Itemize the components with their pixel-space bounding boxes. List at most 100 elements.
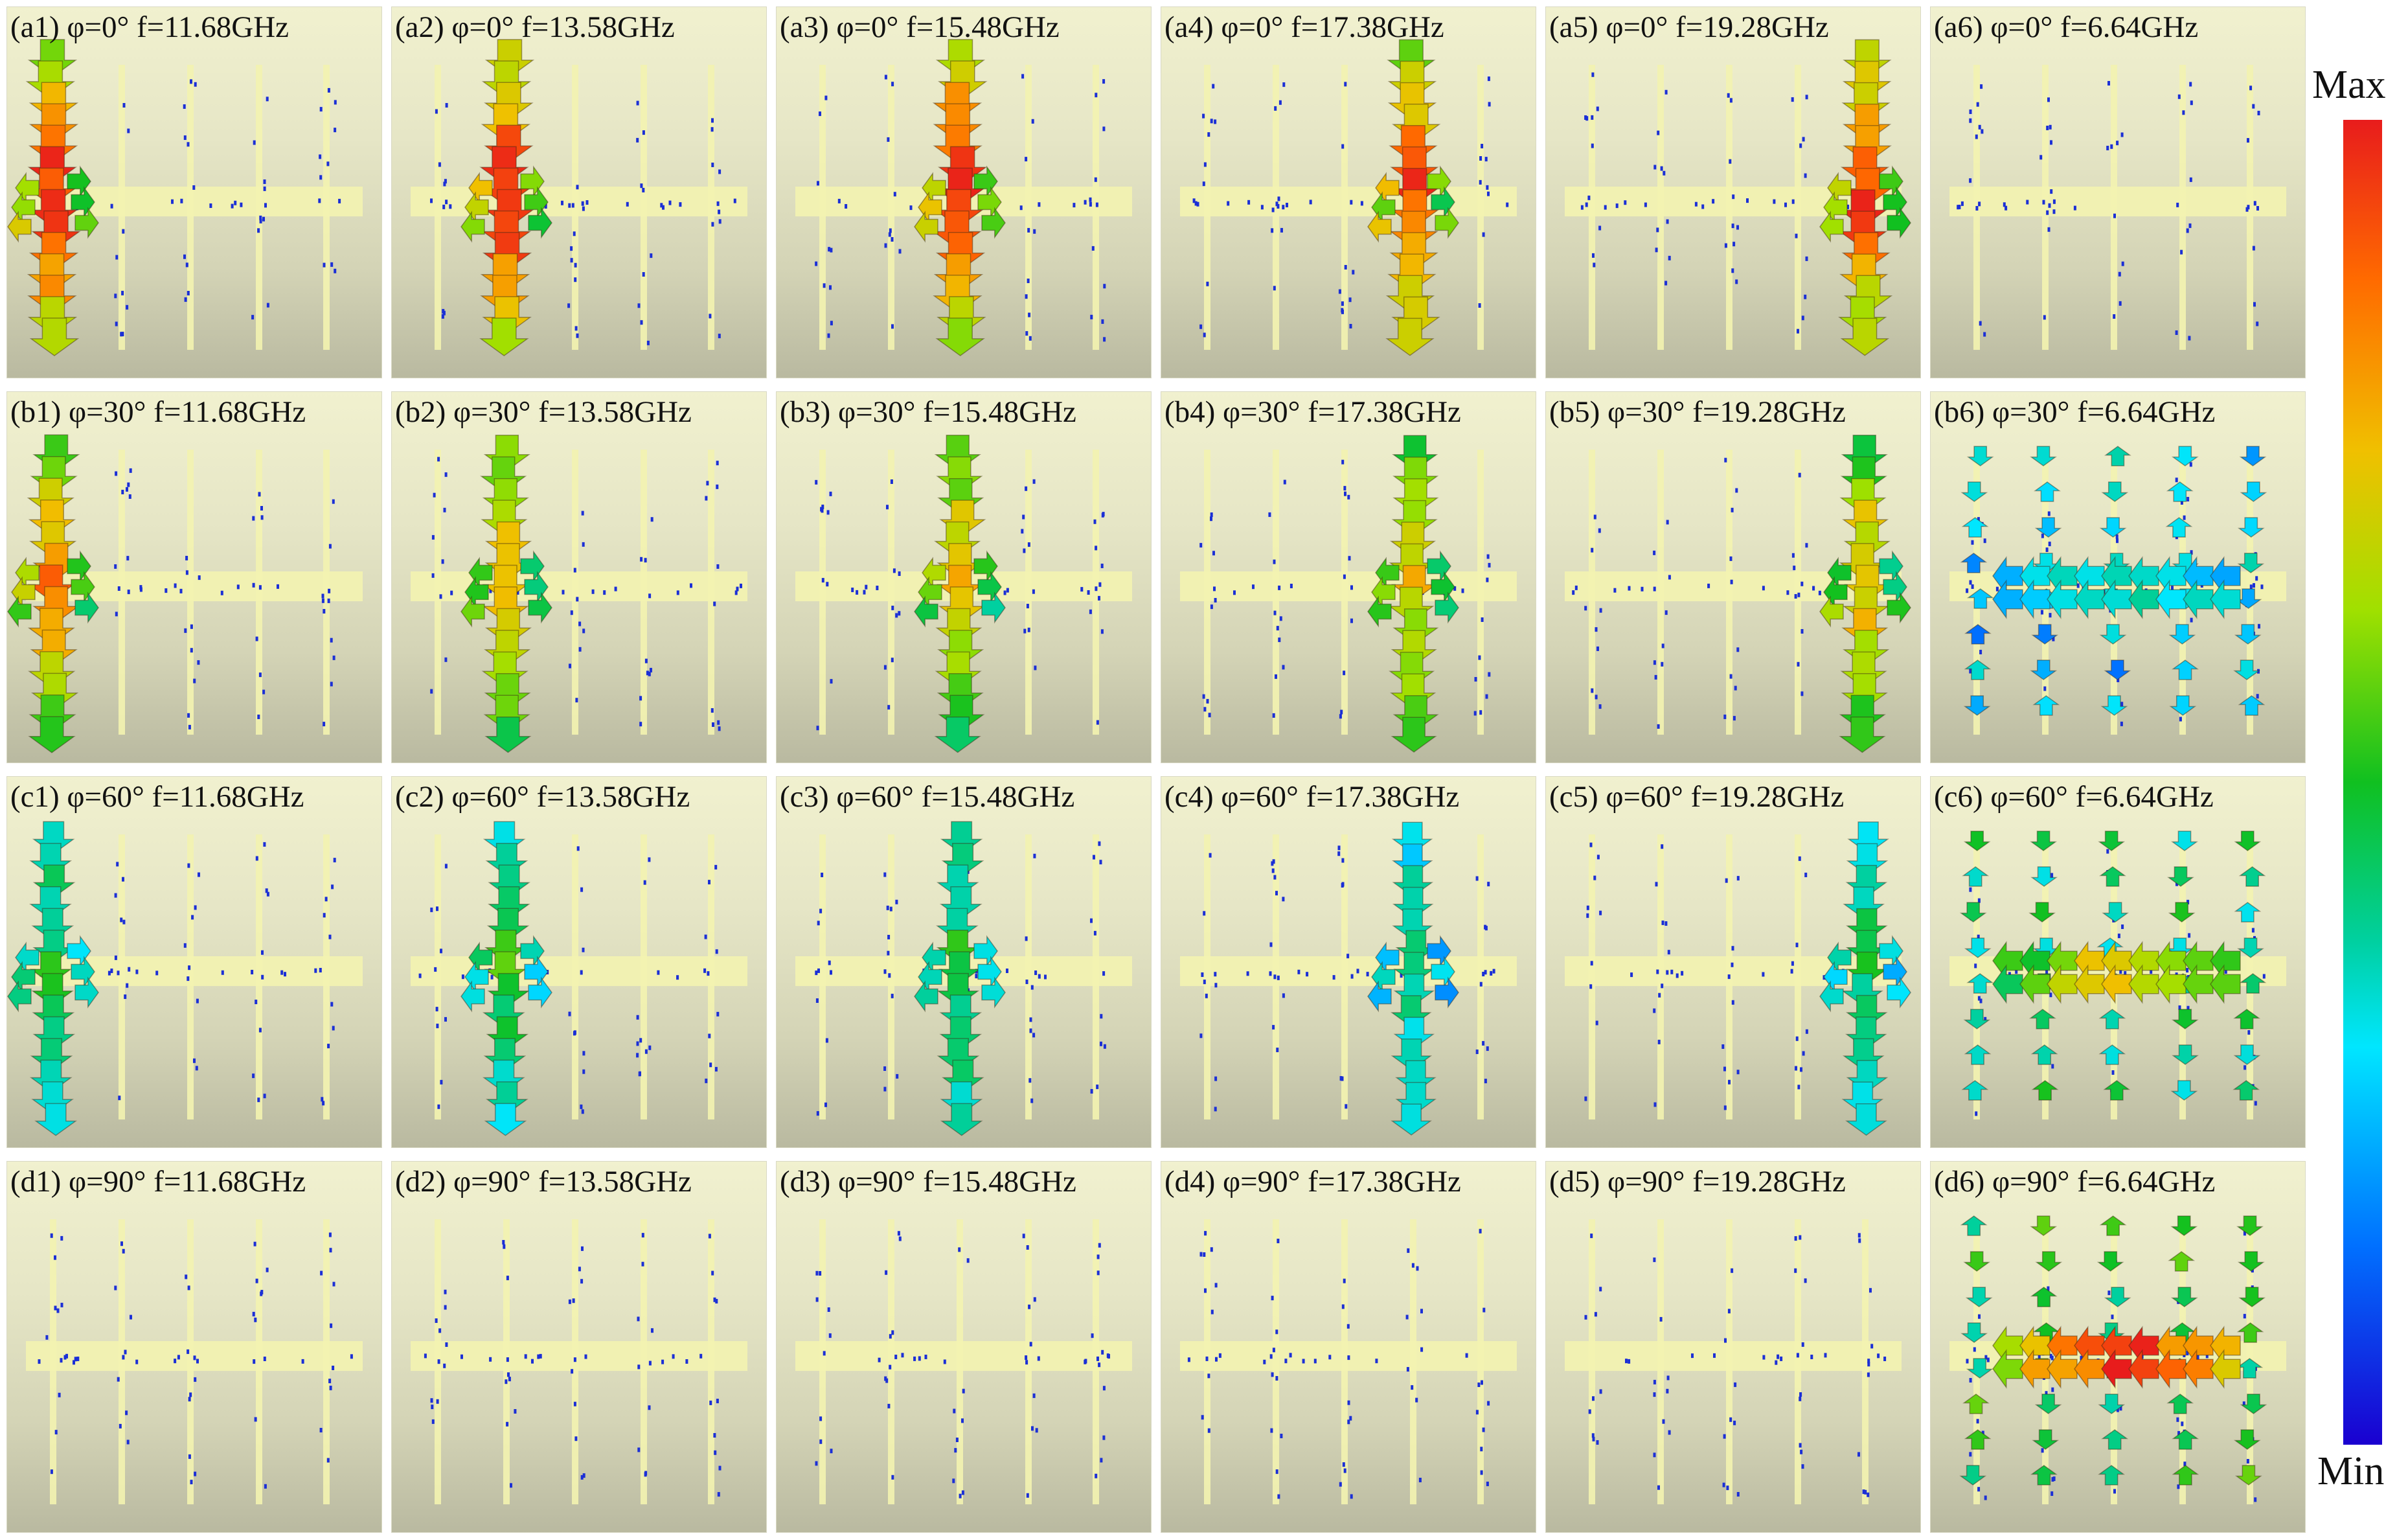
current-arrow xyxy=(7,211,32,243)
weak-current-mark xyxy=(257,228,260,233)
weak-current-mark xyxy=(1664,921,1668,926)
weak-current-mark xyxy=(324,897,328,902)
weak-current-mark xyxy=(1599,1389,1602,1394)
current-arrow xyxy=(977,571,1002,603)
weak-current-mark xyxy=(2050,873,2054,878)
weak-current-mark xyxy=(1867,1362,1870,1367)
current-arrow xyxy=(1959,1465,1987,1486)
weak-current-mark xyxy=(1214,1107,1217,1112)
weak-current-mark xyxy=(431,534,435,540)
weak-current-mark xyxy=(1664,89,1668,95)
weak-current-mark xyxy=(1098,841,1101,846)
weak-current-mark xyxy=(718,334,721,339)
weak-current-mark xyxy=(901,1353,904,1358)
weak-current-mark xyxy=(1346,1324,1350,1329)
current-distribution-plot xyxy=(1180,39,1517,356)
weak-current-mark xyxy=(1027,627,1030,632)
weak-current-mark xyxy=(1729,556,1732,561)
weak-current-mark xyxy=(1482,1307,1486,1313)
weak-current-mark xyxy=(1762,972,1765,977)
weak-current-mark xyxy=(888,232,891,237)
weak-current-mark xyxy=(328,1379,332,1384)
weak-current-mark xyxy=(1029,1342,1032,1347)
weak-current-mark xyxy=(1415,1397,1418,1403)
weak-current-mark xyxy=(110,203,113,209)
weak-current-mark xyxy=(2190,100,2193,106)
weak-current-mark xyxy=(1277,204,1280,209)
current-arrow xyxy=(2019,964,2050,1004)
weak-current-mark xyxy=(1978,201,1981,207)
weak-current-mark xyxy=(1094,177,1097,182)
weak-current-mark xyxy=(437,1359,440,1364)
current-arrow xyxy=(1963,1251,1991,1272)
weak-current-mark xyxy=(38,1359,41,1364)
weak-current-mark xyxy=(117,970,120,976)
weak-current-mark xyxy=(2038,1355,2041,1360)
current-arrow xyxy=(2239,973,2267,994)
weak-current-mark xyxy=(1598,225,1602,231)
weak-current-mark xyxy=(74,1357,77,1362)
weak-current-mark xyxy=(1289,1353,1292,1358)
current-arrow xyxy=(2074,1326,2105,1366)
weak-current-mark xyxy=(883,1066,887,1071)
weak-current-mark xyxy=(1775,1360,1778,1365)
weak-current-mark xyxy=(913,1356,916,1361)
current-arrow xyxy=(1964,1044,1992,1065)
weak-current-mark xyxy=(898,249,902,254)
current-distribution-plot xyxy=(795,1219,1132,1504)
current-arrow xyxy=(2101,941,2132,981)
panel-d4: (d4) φ=90° f=17.38GHz xyxy=(1161,1161,1536,1533)
weak-current-mark xyxy=(502,1240,505,1245)
weak-current-mark xyxy=(1270,1428,1273,1433)
current-arrow xyxy=(2240,1394,2267,1414)
weak-current-mark xyxy=(1592,1396,1595,1401)
current-distribution-plot xyxy=(1180,821,1517,1136)
weak-current-mark xyxy=(1210,512,1213,517)
weak-current-mark xyxy=(581,1246,584,1251)
weak-current-mark xyxy=(2181,1421,2184,1427)
weak-current-mark xyxy=(890,479,893,484)
weak-current-mark xyxy=(524,1354,527,1359)
weak-current-mark xyxy=(716,484,719,489)
weak-current-mark xyxy=(60,1302,63,1307)
weak-current-mark xyxy=(572,1298,575,1303)
weak-current-mark xyxy=(122,103,126,108)
weak-current-mark xyxy=(328,1232,332,1237)
weak-current-mark xyxy=(1003,590,1006,595)
current-arrow xyxy=(2101,1429,2129,1450)
weak-current-mark xyxy=(734,590,738,595)
weak-current-mark xyxy=(115,612,118,617)
weak-current-mark xyxy=(1598,704,1602,709)
weak-current-mark xyxy=(1031,1426,1034,1431)
weak-current-mark xyxy=(2049,1353,2052,1359)
weak-current-mark xyxy=(943,1359,946,1364)
weak-current-mark xyxy=(643,880,646,885)
current-arrow xyxy=(981,976,1006,1009)
weak-current-mark xyxy=(1729,98,1732,103)
weak-current-mark xyxy=(1613,588,1617,593)
weak-current-mark xyxy=(174,1359,177,1364)
weak-current-mark xyxy=(1406,1367,1409,1372)
weak-current-mark xyxy=(328,544,332,549)
weak-current-mark xyxy=(2049,613,2052,618)
weak-current-mark xyxy=(444,864,448,869)
weak-current-mark xyxy=(820,507,823,512)
weak-current-mark xyxy=(1196,201,1199,207)
weak-current-mark xyxy=(460,1354,463,1359)
weak-current-mark xyxy=(1484,1079,1487,1084)
weak-current-mark xyxy=(636,137,639,143)
weak-current-mark xyxy=(1591,115,1594,120)
weak-current-mark xyxy=(1604,205,1607,210)
weak-current-mark xyxy=(440,1079,443,1085)
weak-current-mark xyxy=(1096,1356,1099,1361)
current-arrow xyxy=(2155,579,2187,619)
weak-current-mark xyxy=(1984,1495,1987,1500)
weak-current-mark xyxy=(1044,974,1047,980)
weak-current-mark xyxy=(321,598,324,603)
current-arrow xyxy=(2170,1287,2198,1307)
current-arrow xyxy=(2019,1326,2050,1366)
panel-label: (b5) φ=30° f=19.28GHz xyxy=(1549,395,1846,429)
weak-current-mark xyxy=(1084,1359,1087,1364)
current-arrow xyxy=(2098,1465,2126,1486)
weak-current-mark xyxy=(1795,233,1798,238)
